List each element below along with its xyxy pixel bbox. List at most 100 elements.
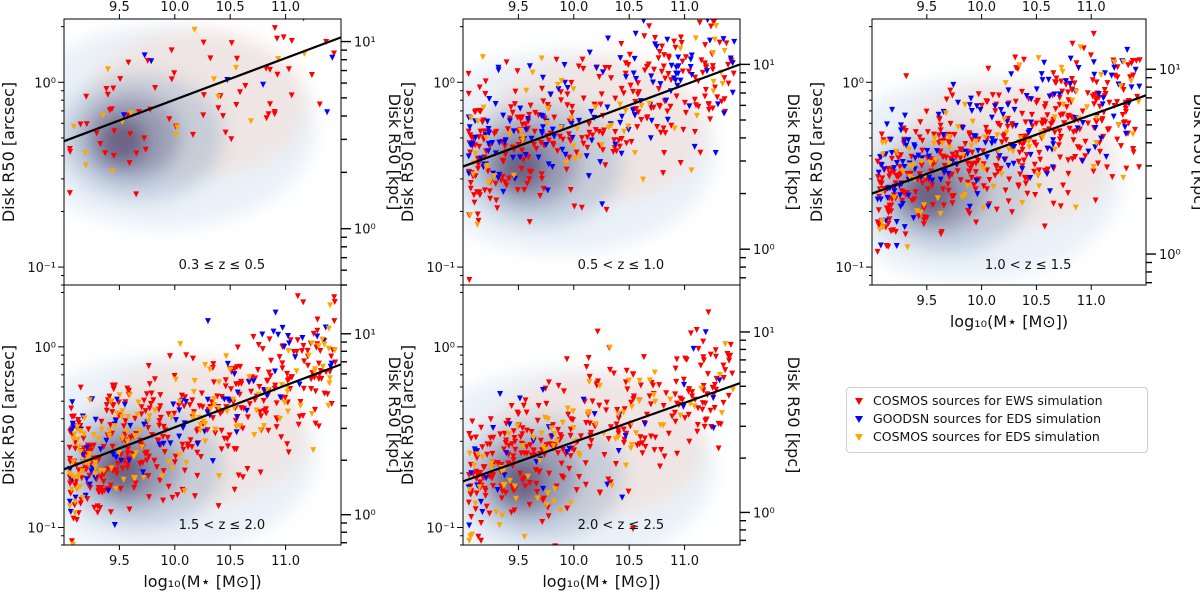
red-point [515,411,522,418]
red-point [1069,40,1076,47]
red-point [563,166,570,173]
blue-point [286,340,293,347]
red-point [71,502,78,509]
red-point [124,464,131,471]
red-point [146,405,153,412]
blue-point [121,401,128,408]
red-point [568,79,575,86]
orange-point [130,475,137,482]
red-point [86,447,93,454]
orange-point [207,406,214,413]
x-tick-label: 11.0 [1077,294,1106,309]
red-point [107,509,114,516]
red-point [256,383,263,390]
red-point [587,443,594,450]
red-point [919,147,926,154]
blue-point [585,173,592,180]
blue-point [559,146,566,153]
blue-point [506,421,513,428]
red-point [896,164,903,171]
orange-point [542,414,549,421]
orange-point [158,473,165,480]
orange-point [711,36,718,43]
red-point [228,136,235,143]
orange-point [964,182,971,189]
red-point [328,401,335,408]
red-point [569,103,576,110]
blue-point [69,399,76,406]
red-point [628,138,635,145]
orange-point [554,438,561,445]
orange-point [568,115,575,122]
red-point [912,129,919,136]
red-point [487,195,494,202]
red-point [1125,120,1132,127]
blue-point [551,133,558,140]
red-point [681,415,688,422]
blue-point [72,494,79,501]
orange-point [331,347,338,354]
red-point [288,37,295,44]
red-point [1066,125,1073,132]
blue-point [1100,95,1107,102]
orange-point [325,345,332,352]
red-point [555,450,562,457]
blue-point [477,498,484,505]
red-point [937,127,944,134]
orange-point [146,413,153,420]
red-point [543,442,550,449]
red-point [998,139,1005,146]
blue-point [996,153,1003,160]
blue-point [915,152,922,159]
blue-point [615,447,622,454]
orange-point [140,474,147,481]
density-contours [64,356,317,545]
red-point [66,455,73,462]
red-point [145,453,152,460]
blue-point [1091,71,1098,78]
blue-point [1046,93,1053,100]
red-point [550,422,557,429]
orange-point [550,443,557,450]
red-point [151,376,158,383]
red-point [481,464,488,471]
x-axis-label: log₁₀(M⋆ [M⊙]) [542,572,660,591]
orange-point [990,183,997,190]
orange-point [68,472,75,479]
red-point [86,472,93,479]
orange-point [325,402,332,409]
orange-point [197,427,204,434]
red-point [603,206,610,213]
blue-point [992,138,999,145]
red-point [579,56,586,63]
red-point [222,377,229,384]
red-point [627,82,634,89]
orange-point [190,411,197,418]
red-point [678,40,685,47]
red-point [523,409,530,416]
red-point [602,65,609,72]
red-point [138,411,145,418]
red-point [558,460,565,467]
orange-point [625,123,632,130]
orange-point [469,531,476,538]
red-point [476,84,483,91]
blue-point [893,160,900,167]
red-point [109,443,116,450]
orange-point [92,464,99,471]
orange-point [544,119,551,126]
red-point [630,396,637,403]
blue-point [172,417,179,424]
red-point [315,423,322,430]
red-point [475,161,482,168]
red-point [476,143,483,150]
orange-point [608,122,615,129]
red-point [490,434,497,441]
red-point [532,466,539,473]
red-point [634,124,641,131]
y-tick-label: 10⁻¹ [835,261,864,276]
red-point [215,105,222,112]
blue-point [561,79,568,86]
red-point [476,107,483,114]
red-point [183,352,190,359]
